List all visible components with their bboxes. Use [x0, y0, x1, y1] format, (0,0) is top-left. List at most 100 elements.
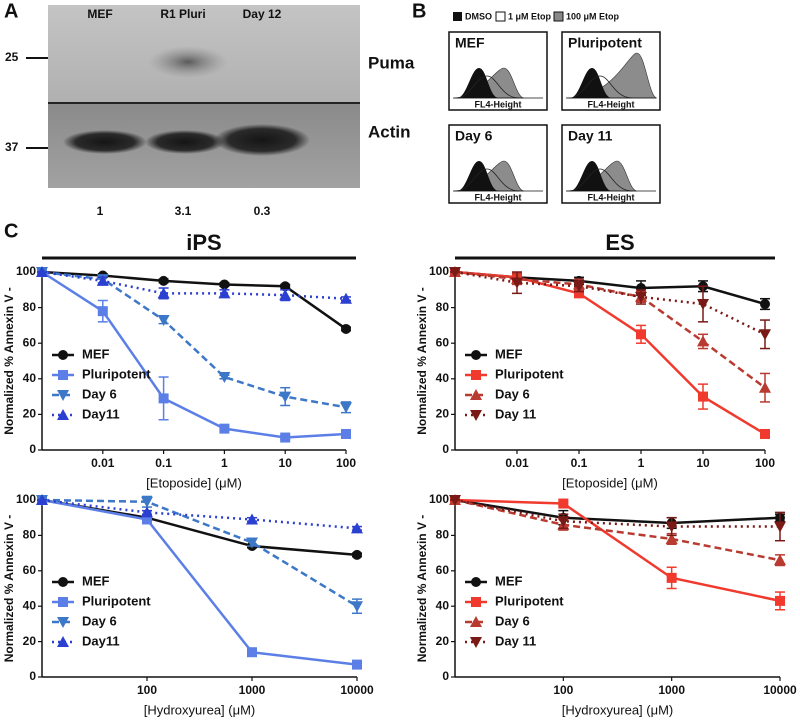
x-tick-label: 0.1	[155, 456, 172, 470]
y-axis-label: Normalized % Annexin V -	[2, 287, 16, 435]
flow-hist	[456, 168, 520, 192]
flow-title: Day 11	[568, 128, 613, 144]
flow-title: Pluripotent	[568, 35, 642, 51]
quantification: 0.3	[254, 204, 271, 218]
marker	[666, 572, 677, 583]
marker	[352, 549, 362, 560]
marker	[574, 288, 584, 299]
marker	[141, 506, 153, 518]
y-tick-label: 80	[436, 300, 450, 314]
marker	[351, 601, 363, 613]
legend-label: Day11	[82, 633, 120, 648]
flow-axis-label: FL4-Height	[588, 192, 635, 202]
series-line	[41, 270, 347, 439]
y-tick-label: 100	[16, 492, 36, 506]
mw-marker: 37	[5, 140, 19, 154]
chart-title: iPS	[186, 230, 221, 255]
legend-label: MEF	[495, 573, 523, 588]
x-tick-label: 0.1	[571, 456, 588, 470]
x-tick-label: 100	[553, 683, 573, 697]
legend-swatch	[553, 11, 564, 22]
series-line	[454, 270, 766, 436]
x-axis-label: [Hydroxyurea] (μM)	[562, 702, 674, 717]
flow-panel: Pluripotent FL4-Height	[561, 31, 661, 111]
marker	[158, 275, 169, 286]
chart: ES 0 20 40 60 80 100 0.01 0.1 1 10 100 [Etoposide] (…	[415, 230, 775, 491]
x-tick-label: 0.01	[505, 456, 529, 470]
legend-label: 100 μM Etop	[566, 11, 620, 21]
legend-label: 1 μM Etop	[508, 11, 552, 21]
y-axis-label: Normalized % Annexin V -	[415, 287, 429, 435]
marker	[340, 292, 352, 304]
y-tick-label: 100	[429, 492, 449, 506]
legend-marker	[58, 597, 68, 607]
y-tick-label: 80	[23, 528, 37, 542]
y-tick-label: 40	[23, 371, 37, 385]
legend-label: Pluripotent	[495, 593, 564, 608]
band-label: Actin	[368, 122, 411, 141]
legend-swatch	[453, 12, 462, 21]
legend-marker	[470, 389, 482, 400]
panel-label: A	[4, 0, 18, 22]
series-line	[454, 498, 781, 603]
flow-panel: Day 6 FL4-Height	[448, 124, 548, 204]
legend-label: Day 6	[495, 613, 530, 628]
marker	[698, 391, 708, 402]
lane-label: Day 12	[243, 7, 282, 21]
blot-band	[145, 130, 225, 154]
flow-panels: MEF FL4-Height Pluripotent FL4-Height Day 6 F…	[448, 31, 661, 204]
quantification: 3.1	[175, 204, 192, 218]
legend-label: Pluripotent	[82, 366, 151, 381]
marker	[774, 521, 786, 533]
x-tick-label: 10	[696, 456, 710, 470]
marker	[775, 595, 785, 606]
blot-band	[214, 124, 310, 156]
marker	[97, 306, 108, 317]
flow-hist	[457, 161, 499, 191]
marker	[246, 537, 258, 549]
legend-marker	[57, 636, 69, 647]
x-tick-label: 10	[279, 456, 293, 470]
legend-label: Day 11	[495, 406, 536, 421]
y-tick-label: 20	[23, 407, 37, 421]
flow-axis-label: FL4-Height	[475, 99, 522, 109]
series-line	[41, 498, 358, 608]
y-tick-label: 20	[436, 407, 450, 421]
legend-label: Day11	[82, 406, 120, 421]
marker	[697, 335, 709, 347]
marker	[157, 315, 170, 327]
series-line	[454, 498, 781, 562]
flow-panel: MEF FL4-Height	[448, 31, 548, 111]
marker	[573, 281, 585, 293]
flow-title: Day 6	[455, 128, 493, 144]
marker	[36, 266, 48, 277]
flow-hist	[569, 168, 633, 192]
x-axis-label: [Etoposide] (μM)	[562, 475, 658, 490]
series-line	[41, 270, 347, 409]
y-tick-label: 100	[429, 264, 449, 278]
quantification: 1	[97, 204, 104, 218]
marker	[96, 274, 109, 286]
marker	[351, 522, 363, 534]
legend-marker	[58, 370, 68, 380]
flow-axis-label: FL4-Height	[588, 99, 635, 109]
marker	[340, 402, 352, 414]
marker	[280, 281, 291, 292]
y-tick-label: 100	[16, 264, 36, 278]
y-axis-label: Normalized % Annexin V -	[415, 515, 429, 663]
legend-marker	[58, 350, 68, 360]
marker	[157, 287, 170, 299]
panel-label: C	[4, 220, 18, 242]
y-axis-label: Normalized % Annexin V -	[2, 515, 16, 663]
marker	[142, 514, 152, 525]
y-tick-label: 0	[442, 669, 449, 683]
marker	[697, 299, 709, 311]
legend-label: Day 6	[82, 386, 117, 401]
marker	[158, 393, 169, 404]
series-line	[454, 270, 766, 336]
legend-label: MEF	[82, 573, 110, 588]
marker	[246, 513, 258, 525]
chart: iPS 0 20 40 60 80 100 0.01 0.1 1 10 100 [Etoposide] …	[2, 230, 356, 491]
series-line	[41, 498, 358, 666]
